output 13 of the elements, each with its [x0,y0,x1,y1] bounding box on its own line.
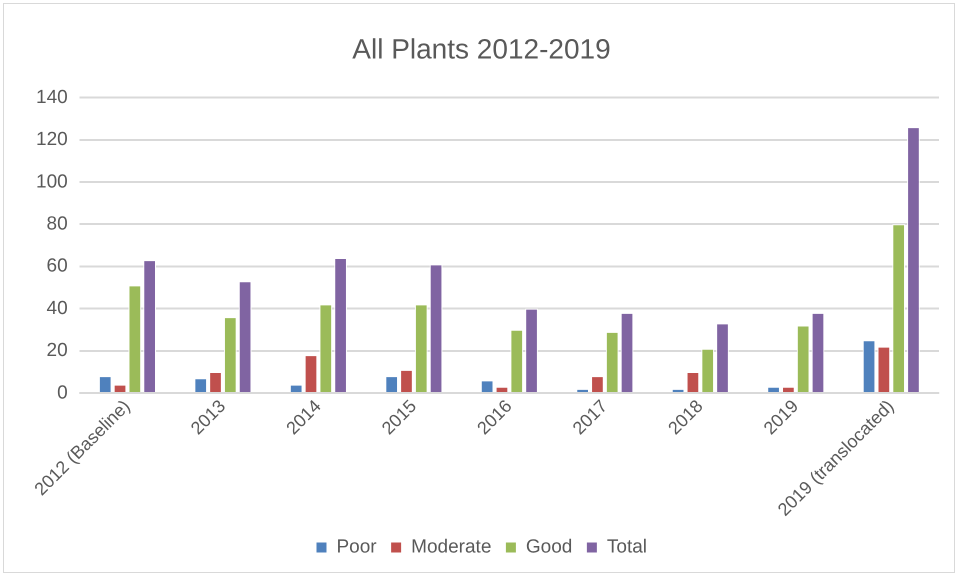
legend-label: Good [526,536,572,558]
legend-label: Poor [336,536,378,558]
y-tick-label: 40 [46,298,68,319]
y-tick-label: 60 [46,256,68,277]
y-tick-label: 0 [57,382,68,404]
y-tick-label: 20 [46,340,68,362]
legend-label: Total [606,536,648,558]
y-tick-label: 80 [46,213,68,234]
y-tick-label: 100 [36,171,68,192]
chart-title: All Plants 2012-2019 [352,34,611,65]
y-tick-label: 140 [36,86,68,108]
legend-label: Moderate [411,536,492,558]
y-tick-label: 120 [36,129,68,150]
